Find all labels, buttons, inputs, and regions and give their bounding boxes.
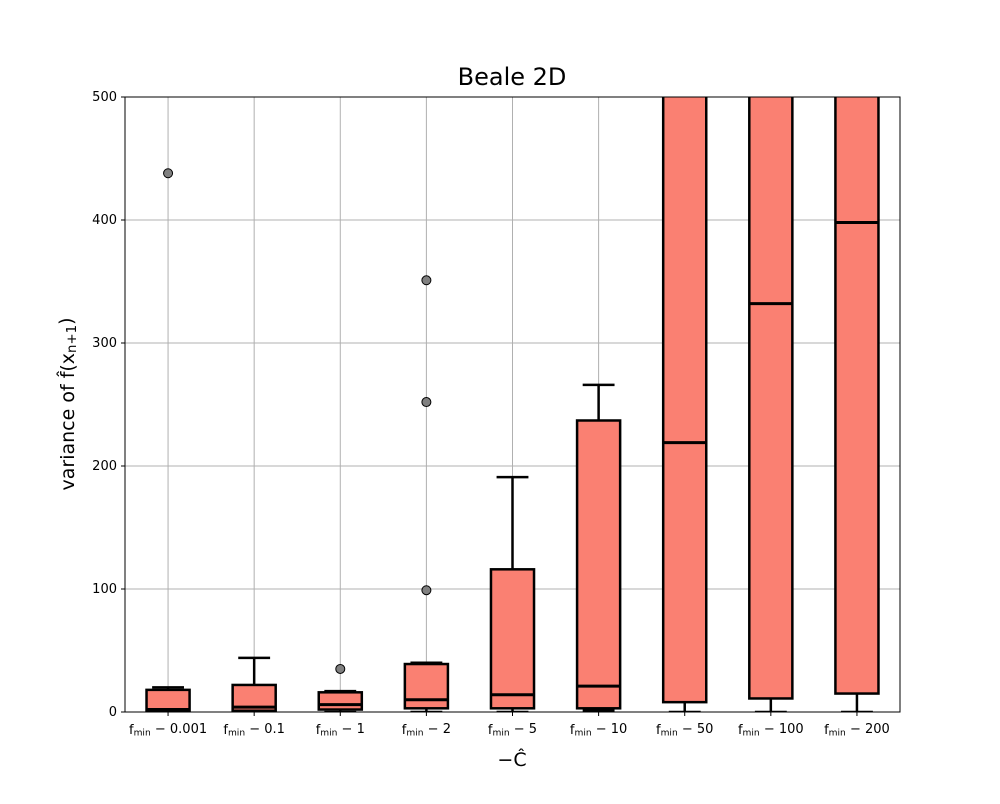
box bbox=[489, 568, 536, 710]
y-tick-label: 300 bbox=[92, 336, 117, 351]
box bbox=[575, 419, 622, 710]
box bbox=[145, 688, 191, 712]
plot-frame bbox=[124, 96, 901, 713]
plot-area bbox=[145, 97, 880, 712]
x-tick-label: fmin − 2 bbox=[402, 721, 451, 738]
y-tick-label: 100 bbox=[92, 582, 117, 597]
x-tick-label: fmin − 1 bbox=[316, 721, 365, 738]
x-tick-label: fmin − 5 bbox=[488, 721, 537, 738]
outlier bbox=[421, 585, 432, 596]
outlier bbox=[335, 663, 346, 674]
x-tick-label: fmin − 0.1 bbox=[223, 721, 285, 738]
x-tick-label: fmin − 200 bbox=[824, 721, 890, 738]
box bbox=[748, 97, 794, 700]
x-axis-label: −Ĉ bbox=[497, 747, 526, 771]
y-tick-label: 400 bbox=[92, 213, 117, 228]
x-tick-label: fmin − 10 bbox=[570, 721, 627, 738]
outlier bbox=[421, 397, 432, 408]
x-tick-label: fmin − 50 bbox=[656, 721, 713, 738]
y-axis-label: variance of f̂(xn+1) bbox=[55, 318, 80, 491]
box bbox=[403, 662, 450, 710]
y-tick-label: 200 bbox=[92, 459, 117, 474]
box bbox=[317, 691, 364, 711]
box bbox=[661, 97, 708, 704]
box bbox=[834, 97, 880, 695]
x-tick-label: fmin − 0.001 bbox=[129, 721, 207, 738]
outlier bbox=[421, 275, 432, 286]
x-tick-label: fmin − 100 bbox=[738, 721, 804, 738]
chart-title: Beale 2D bbox=[458, 63, 567, 91]
y-tick-label: 500 bbox=[92, 90, 117, 105]
y-tick-label: 0 bbox=[109, 705, 117, 720]
outlier bbox=[163, 168, 174, 179]
